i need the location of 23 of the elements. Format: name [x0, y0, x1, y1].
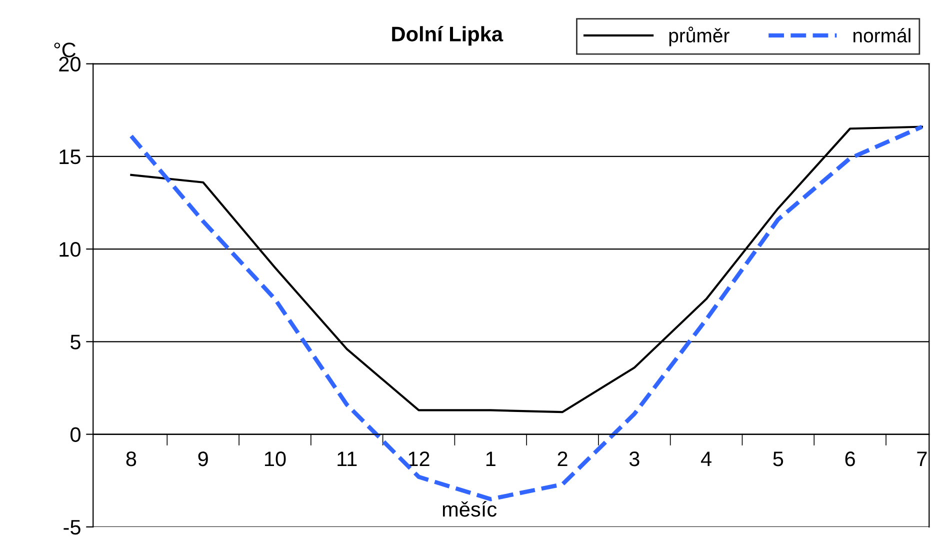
x-tick-label: 7: [917, 452, 927, 466]
x-tick-label: 3: [629, 451, 640, 466]
x-tick-label: 8: [126, 451, 136, 466]
y-tick-label: 0: [70, 427, 80, 442]
y-tick-label: 15: [60, 150, 80, 164]
y-tick-label: 20: [59, 56, 80, 72]
legend-label: průměr: [669, 26, 730, 46]
x-tick-label: 2: [558, 451, 568, 466]
x-tick-label: 10: [264, 451, 286, 466]
x-tick-label: 4: [700, 452, 712, 466]
y-tick-label: 10: [60, 242, 80, 257]
y-axis-title: °C: [54, 42, 76, 58]
x-tick-label: 1: [486, 452, 496, 466]
legend-label: normál: [854, 28, 910, 42]
y-tick-label: 5: [70, 334, 80, 350]
chart-title: Dolní Lipka: [392, 26, 504, 46]
x-tick-label: 12: [408, 451, 430, 466]
x-tick-label: 6: [845, 451, 855, 466]
x-tick-label: 11: [338, 452, 357, 466]
x-tick-label: 5: [773, 452, 784, 466]
x-tick-label: 9: [198, 451, 208, 466]
y-tick-label: -5: [64, 520, 80, 535]
x-axis-title: měsíc: [442, 501, 497, 517]
